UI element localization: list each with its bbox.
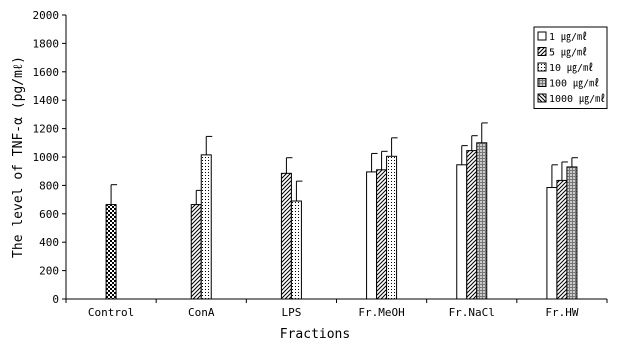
bar-series-3 — [290, 200, 302, 300]
x-axis-title: Fractions — [280, 327, 350, 342]
y-tick-label: 200 — [39, 265, 59, 278]
legend-entry: 100 ㎍/㎖ — [549, 78, 599, 90]
bar-series-1 — [366, 171, 378, 300]
bar-series-2 — [190, 204, 202, 300]
bar-series-3 — [200, 154, 212, 300]
x-tick-label: LPS — [281, 306, 301, 319]
legend-swatch — [537, 47, 547, 56]
y-tick-label: 1600 — [33, 66, 60, 79]
x-tick-label: Fr.MeOH — [358, 306, 404, 319]
y-tick-label: 600 — [39, 208, 59, 221]
y-axis-title: The level of TNF-α (pg/mℓ) — [11, 56, 26, 258]
legend-entry: 1 ㎍/㎖ — [549, 31, 587, 43]
y-tick-label: 1200 — [33, 123, 60, 136]
bar-control — [105, 204, 117, 300]
legend-entry: 1000 ㎍/㎖ — [549, 93, 605, 105]
legend-swatch — [537, 93, 547, 103]
bar-series-1 — [456, 164, 468, 300]
y-tick-label: 2000 — [33, 9, 60, 22]
x-tick-label: Fr.NaCl — [449, 306, 495, 319]
bar-series-4 — [566, 166, 578, 300]
legend-entry: 10 ㎍/㎖ — [549, 62, 593, 74]
legend: 1 ㎍/㎖ 5 ㎍/㎖ 10 ㎍/㎖ 100 ㎍/㎖ 1000 ㎍/㎖ — [533, 26, 608, 109]
y-tick-label: 0 — [52, 293, 59, 306]
legend-swatch — [537, 62, 547, 72]
x-tick-label: Fr.HW — [545, 306, 578, 319]
bar-series-2 — [376, 169, 388, 300]
y-tick-label: 800 — [39, 179, 59, 192]
bar-series-1 — [546, 187, 558, 300]
y-tick-label: 1000 — [33, 151, 60, 164]
bar-series-2 — [556, 179, 568, 300]
bar-series-3 — [386, 155, 398, 300]
legend-swatch — [537, 78, 547, 87]
legend-entry: 5 ㎍/㎖ — [549, 47, 587, 59]
y-tick-label: 1400 — [33, 94, 60, 107]
y-tick-label: 1800 — [33, 37, 60, 50]
x-tick-label: ConA — [188, 306, 215, 319]
bar-series-2 — [280, 172, 292, 300]
y-tick-label: 400 — [39, 236, 59, 249]
bar-series-2 — [466, 150, 478, 300]
x-tick-label: Control — [88, 306, 134, 319]
legend-swatch — [537, 31, 547, 41]
bar-series-4 — [476, 142, 488, 300]
plot-area: 0 200 400 600 800 1000 1200 1400 1600 1800 2000 Con… — [33, 9, 608, 319]
